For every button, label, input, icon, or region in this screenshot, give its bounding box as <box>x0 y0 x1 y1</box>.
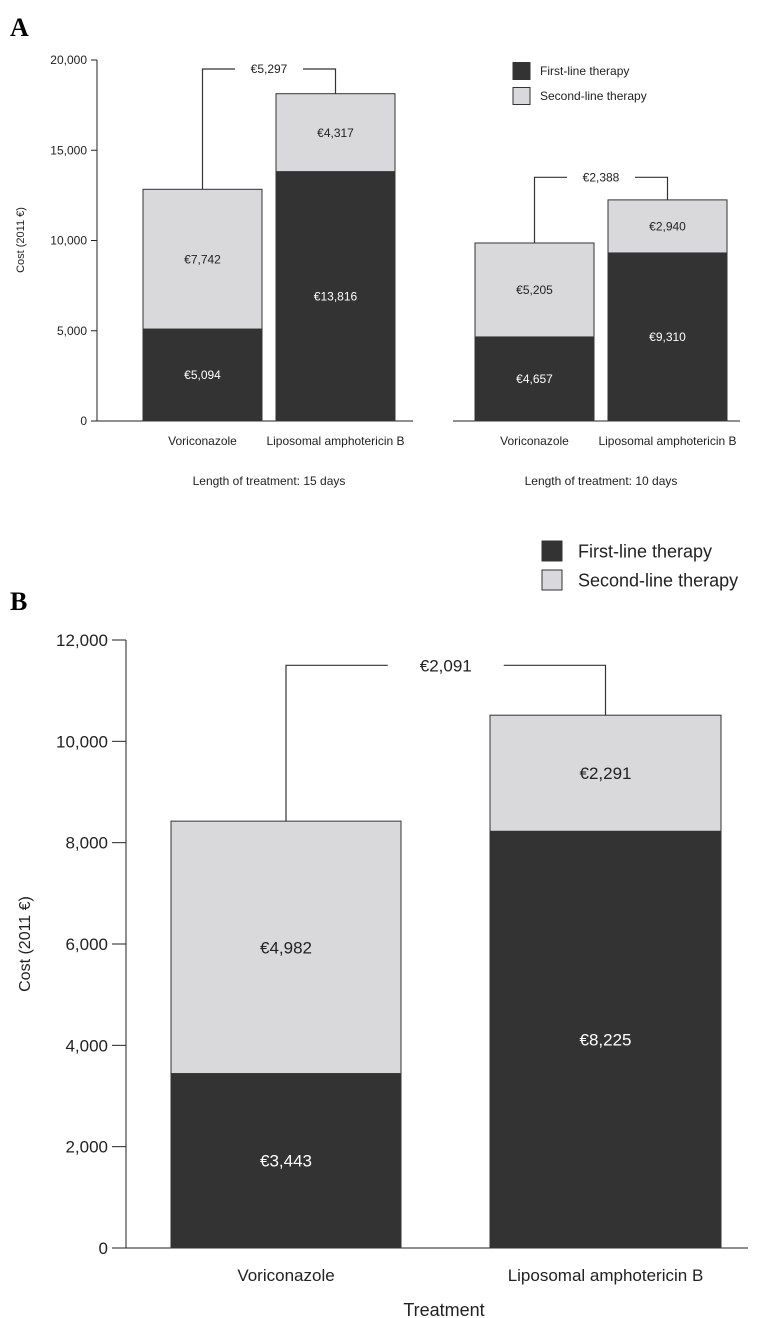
bar-value-label: €13,816 <box>314 290 358 304</box>
bar-value-label: €5,094 <box>184 368 221 382</box>
bar-first-line <box>275 171 396 422</box>
bar-value-label: €4,982 <box>260 938 312 957</box>
difference-label: €5,297 <box>251 62 288 76</box>
x-category-label: Liposomal amphotericin B <box>266 434 404 448</box>
bar-first-line <box>170 1073 402 1249</box>
difference-bracket-left <box>285 664 388 822</box>
x-category-label: Liposomal amphotericin B <box>598 434 736 448</box>
bar-value-label: €4,657 <box>516 372 553 386</box>
panel-b-legend: First-line therapy Second-line therapy <box>541 540 738 591</box>
legend-label: First-line therapy <box>578 541 712 561</box>
bar-second-line <box>275 93 396 173</box>
bar-second-line <box>489 714 722 832</box>
legend-swatch <box>512 87 531 105</box>
bar-value-label: €2,291 <box>580 764 632 783</box>
panel-b-y-axis: 0 2,000 4,000 6,000 8,000 10,000 12,000 <box>56 631 127 1258</box>
bar-first-line <box>142 328 263 422</box>
y-tick-label: 4,000 <box>65 1036 108 1055</box>
bar-value-label: €9,310 <box>649 330 686 344</box>
bar-value-label: €4,317 <box>317 126 354 140</box>
panel-b-y-axis-label: Cost (2011 €) <box>17 896 34 992</box>
legend-swatch <box>541 540 563 562</box>
legend-swatch <box>512 62 531 80</box>
bar-value-label: €2,940 <box>649 220 686 234</box>
bar-second-line <box>142 188 263 330</box>
y-tick-label: 20,000 <box>50 53 87 67</box>
difference-bracket-right <box>503 664 607 716</box>
panel-a-legend: First-line therapy Second-line therapy <box>512 62 647 105</box>
group-subtitle: Length of treatment: 10 days <box>525 474 678 488</box>
bar-first-line <box>489 830 722 1249</box>
panel-a-bars: €5,094 €7,742 €13,816 €4,317 Voriconazole Lip… <box>97 62 740 488</box>
y-tick-label: 12,000 <box>56 631 108 650</box>
legend-swatch <box>541 569 563 591</box>
bar-second-line <box>474 242 595 338</box>
difference-bracket-right <box>635 176 669 200</box>
legend-label: Second-line therapy <box>540 89 647 103</box>
legend-label: First-line therapy <box>540 64 629 78</box>
bar-second-line <box>607 199 728 254</box>
legend-label: Second-line therapy <box>578 570 738 590</box>
bar-value-label: €8,225 <box>580 1031 632 1050</box>
panel-a-y-axis-label: Cost (2011 €) <box>15 207 27 273</box>
y-tick-label: 15,000 <box>50 143 87 157</box>
bar-value-label: €3,443 <box>260 1152 312 1171</box>
difference-bracket-left <box>201 68 235 190</box>
difference-bracket-left <box>533 176 567 243</box>
y-tick-label: 10,000 <box>50 234 87 248</box>
panel-a-chart: A Cost (2011 €) 0 5,000 10,000 15,000 20,000… <box>10 13 740 488</box>
bar-value-label: €5,205 <box>516 283 553 297</box>
bar-first-line <box>474 336 595 422</box>
bar-value-label: €7,742 <box>184 252 221 266</box>
x-category-label: Voriconazole <box>500 434 569 448</box>
x-category-label: Voriconazole <box>237 1266 334 1285</box>
panel-a-label: A <box>10 13 29 42</box>
y-tick-label: 8,000 <box>65 834 108 853</box>
difference-label: €2,091 <box>420 656 472 675</box>
panel-b-bars: €3,443 €4,982 €8,225 €2,291 Voriconazole Lipo… <box>126 656 748 1285</box>
y-tick-label: 2,000 <box>65 1138 108 1157</box>
x-category-label: Voriconazole <box>168 434 237 448</box>
panel-a-y-axis: 0 5,000 10,000 15,000 20,000 <box>50 53 98 428</box>
panel-b-chart: B Cost (2011 €) Treatment 0 2,000 4,000 6,0… <box>10 540 748 1318</box>
y-tick-label: 10,000 <box>56 732 108 751</box>
y-tick-label: 0 <box>99 1239 108 1258</box>
y-tick-label: 6,000 <box>65 935 108 954</box>
bar-second-line <box>170 820 402 1075</box>
difference-label: €2,388 <box>583 171 620 185</box>
panel-b-x-axis-label: Treatment <box>403 1300 484 1318</box>
x-category-label: Liposomal amphotericin B <box>508 1266 704 1285</box>
y-tick-label: 5,000 <box>57 324 87 338</box>
panel-b-label: B <box>10 587 27 616</box>
y-tick-label: 0 <box>80 414 87 428</box>
difference-bracket-right <box>303 68 337 94</box>
group-subtitle: Length of treatment: 15 days <box>193 474 346 488</box>
